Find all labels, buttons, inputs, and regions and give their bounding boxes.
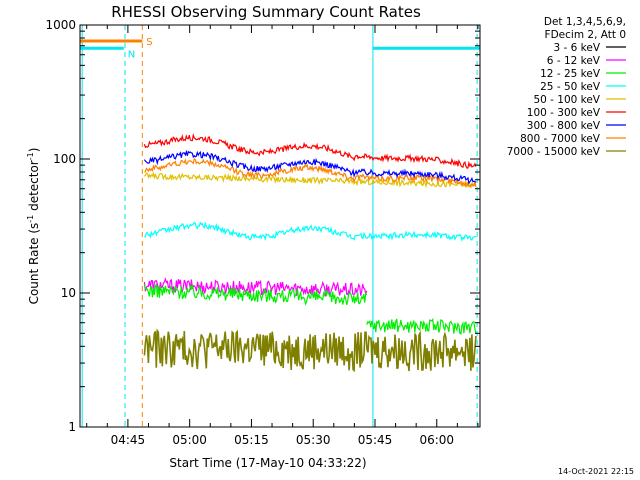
series-line-6 xyxy=(143,149,477,185)
legend-label-0: 3 - 6 keV xyxy=(553,42,600,54)
marker-label-s: S xyxy=(146,37,152,48)
series-line-2-0 xyxy=(143,283,368,306)
x-tick-label-3: 05:30 xyxy=(296,433,331,447)
y-tick-label-2: 100 xyxy=(53,152,76,166)
marker-label-n: N xyxy=(128,49,135,60)
plot-frame xyxy=(79,24,481,428)
legend-label-8: 7000 - 15000 keV xyxy=(507,146,601,158)
legend-header-line-2: FDecim 2, Att 0 xyxy=(545,29,626,41)
chart-title: RHESSI Observing Summary Count Rates xyxy=(111,3,421,21)
x-tick-label-5: 06:00 xyxy=(419,433,454,447)
y-tick-label-3: 1000 xyxy=(45,18,76,32)
series-line-2-1 xyxy=(366,317,477,335)
interval-markers: SN xyxy=(80,25,480,427)
series-line-4 xyxy=(143,171,477,189)
legend: Det 1,3,4,5,6,9, FDecim 2, Att 0 3 - 6 k… xyxy=(507,16,626,158)
legend-header-line-1: Det 1,3,4,5,6,9, xyxy=(544,16,626,28)
x-axis-label: Start Time (17-May-10 04:33:22) xyxy=(169,456,366,470)
y-tick-label-0: 1 xyxy=(68,420,76,434)
axis-ticks: 04:45 05:00 05:15 05:30 05:45 06:00 1 10 100 1000 xyxy=(45,18,480,447)
series-layer xyxy=(143,132,477,373)
y-tick-label-1: 10 xyxy=(61,286,76,300)
x-tick-label-1: 05:00 xyxy=(172,433,207,447)
legend-label-1: 6 - 12 keV xyxy=(547,55,601,67)
legend-label-6: 300 - 800 keV xyxy=(527,120,601,132)
legend-label-4: 50 - 100 keV xyxy=(533,94,600,106)
y-axis-label: Count Rate (s-1 detector-1) xyxy=(26,148,41,305)
generated-timestamp: 14-Oct-2021 22:15 xyxy=(558,467,634,476)
legend-label-3: 25 - 50 keV xyxy=(540,81,601,93)
legend-label-5: 100 - 300 keV xyxy=(527,107,601,119)
x-tick-label-4: 05:45 xyxy=(358,433,393,447)
series-line-5 xyxy=(143,132,477,169)
legend-label-7: 800 - 7000 keV xyxy=(520,133,601,145)
series-line-3 xyxy=(144,221,477,242)
x-tick-label-0: 04:45 xyxy=(111,433,146,447)
series-line-8 xyxy=(143,328,477,373)
legend-label-2: 12 - 25 keV xyxy=(540,68,601,80)
x-tick-label-2: 05:15 xyxy=(234,433,269,447)
